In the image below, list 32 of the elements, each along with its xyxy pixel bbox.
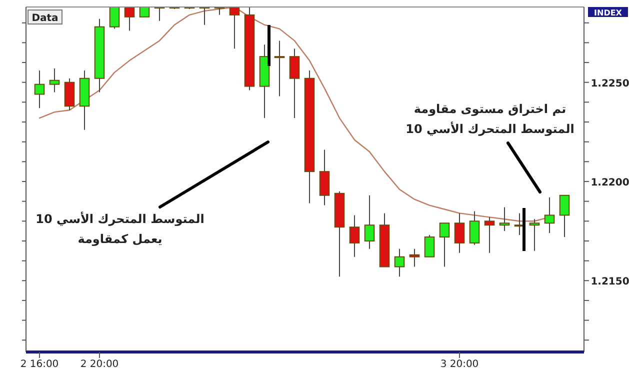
candlestick xyxy=(274,40,285,97)
text: INDEX xyxy=(594,8,623,18)
candlestick xyxy=(34,70,45,109)
candlestick xyxy=(499,206,510,232)
candlestick xyxy=(64,78,75,111)
candlestick xyxy=(124,7,135,32)
candlestick xyxy=(364,194,375,250)
candlestick xyxy=(469,210,480,246)
annotation: تم اختراق مستوى مقاومة المتوسط المتحرك الأسي 10 xyxy=(406,102,574,136)
candlestick xyxy=(349,214,360,258)
candlestick xyxy=(289,48,300,119)
x-tick-label: 2 20:00 xyxy=(80,359,119,370)
candlestick xyxy=(559,194,570,238)
candlestick xyxy=(424,234,435,258)
candlestick xyxy=(484,216,495,254)
candlestick xyxy=(109,7,120,30)
x-tick-label: 3 20:00 xyxy=(440,359,479,370)
y-tick-label: 1.2150 xyxy=(590,276,629,288)
candlestick xyxy=(319,149,330,206)
candlestick xyxy=(229,7,240,50)
candlestick xyxy=(544,196,555,234)
y-tick-label: 1.2250 xyxy=(590,78,629,90)
annotation: المتوسط المتحرك الأسي 10 يعمل كمقاومة xyxy=(36,211,204,246)
candlestick xyxy=(409,248,420,268)
x-tick-label: 2 16:00 xyxy=(20,359,59,370)
candlestick xyxy=(49,68,60,93)
candlestick xyxy=(529,218,540,252)
annotation: Data xyxy=(32,13,58,24)
candlestick xyxy=(439,222,450,268)
candlestick xyxy=(394,248,405,278)
candlestick xyxy=(454,212,465,254)
y-tick-label: 1.2200 xyxy=(590,177,629,188)
